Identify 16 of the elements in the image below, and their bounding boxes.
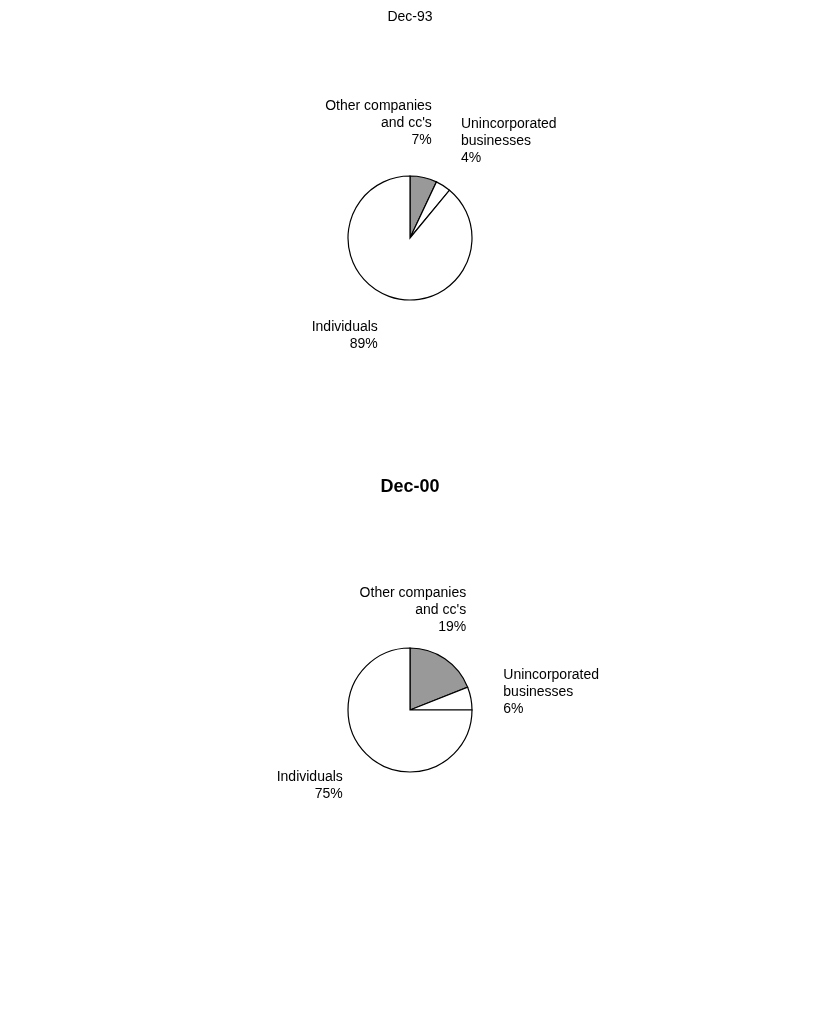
data-label: 75%	[314, 785, 343, 802]
data-label: 19%	[438, 618, 467, 635]
slice-label: Other companies and cc's	[359, 584, 467, 618]
slice-label: Unincorporated businesses	[460, 114, 557, 148]
pie-slice	[347, 175, 473, 301]
chart-title: Dec-00	[380, 476, 440, 496]
slice-label: Individuals	[276, 768, 343, 785]
slice-label: Other companies and cc's	[325, 97, 432, 131]
data-label: 7%	[411, 131, 432, 148]
data-label: 4%	[460, 148, 482, 165]
slice-label: Individuals	[311, 318, 378, 335]
slice-label: Unincorporated businesses	[503, 666, 600, 700]
data-label: 89%	[349, 335, 378, 352]
data-label: 6%	[503, 700, 524, 717]
chart-title: Dec-93	[387, 8, 433, 24]
pie-slice	[347, 647, 473, 773]
